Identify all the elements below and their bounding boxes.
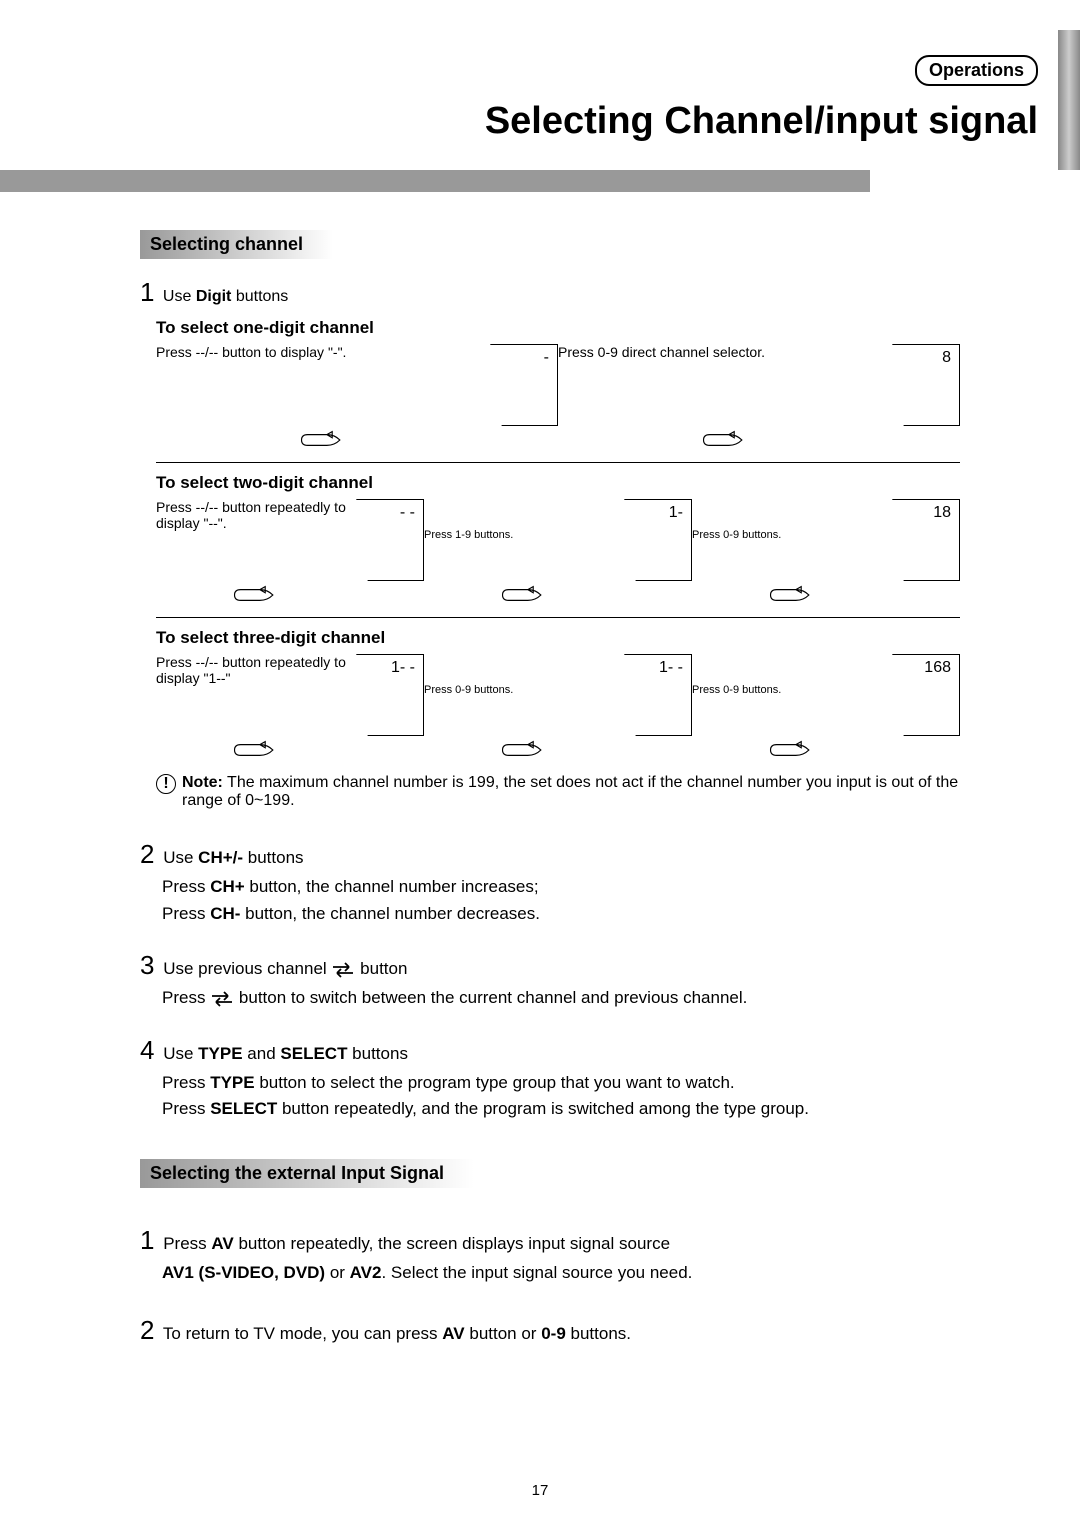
input-step-2: 2 To return to TV mode, you can press AV… <box>140 1310 960 1350</box>
display-box: 18 <box>892 499 960 581</box>
pointing-hand-icon <box>501 583 547 607</box>
display-box: 1- - <box>624 654 692 736</box>
pointing-hand-icon <box>501 738 547 762</box>
step-text: Use Digit buttons <box>163 288 288 305</box>
side-accent-bar <box>1058 30 1080 170</box>
pointing-hand-icon <box>769 738 815 762</box>
step-number: 4 <box>140 1035 154 1065</box>
divider <box>156 617 960 618</box>
one-digit-flow: Press --/-- button to display "-". - Pre… <box>156 344 960 454</box>
swap-icon <box>331 962 355 978</box>
alert-icon: ! <box>156 774 176 794</box>
two-digit-step1-text: Press --/-- button repeatedly to display… <box>156 499 356 531</box>
input-step-1: 1 Press AV button repeatedly, the screen… <box>140 1220 960 1287</box>
display-box: 1- - <box>356 654 424 736</box>
pointing-hand-icon <box>233 583 279 607</box>
step-4: 4 Use TYPE and SELECT buttons Press TYPE… <box>140 1030 960 1123</box>
three-digit-step3-text: Press 0-9 buttons. <box>692 654 892 696</box>
page-title: Selecting Channel/input signal <box>485 100 1038 143</box>
one-digit-step2-text: Press 0-9 direct channel selector. <box>558 344 892 360</box>
display-box: 168 <box>892 654 960 736</box>
display-box: - - <box>356 499 424 581</box>
one-digit-step1-text: Press --/-- button to display "-". <box>156 344 490 360</box>
pointing-hand-icon <box>233 738 279 762</box>
one-digit-label: To select one-digit channel <box>156 318 960 338</box>
note-text: The maximum channel number is 199, the s… <box>182 774 958 809</box>
page-number: 17 <box>0 1482 1080 1499</box>
step-1: 1 Use Digit buttons <box>140 277 960 308</box>
display-box: 8 <box>892 344 960 426</box>
three-digit-step1-text: Press --/-- button repeatedly to display… <box>156 654 356 686</box>
operations-badge: Operations <box>915 55 1038 86</box>
step-3: 3 Use previous channel button Press butt… <box>140 945 960 1012</box>
two-digit-step2-text: Press 1-9 buttons. <box>424 499 624 541</box>
pointing-hand-icon <box>769 583 815 607</box>
step-number: 3 <box>140 950 154 980</box>
section-heading-input: Selecting the external Input Signal <box>140 1159 474 1188</box>
pointing-hand-icon <box>702 428 748 452</box>
step-number: 1 <box>140 1225 154 1255</box>
note-row: ! Note: The maximum channel number is 19… <box>156 774 960 810</box>
pointing-hand-icon <box>300 428 346 452</box>
divider <box>156 462 960 463</box>
section-heading-channel: Selecting channel <box>140 230 333 259</box>
two-digit-flow: Press --/-- button repeatedly to display… <box>156 499 960 609</box>
two-digit-label: To select two-digit channel <box>156 473 960 493</box>
three-digit-label: To select three-digit channel <box>156 628 960 648</box>
step-number: 1 <box>140 277 154 307</box>
swap-icon <box>210 991 234 1007</box>
three-digit-step2-text: Press 0-9 buttons. <box>424 654 624 696</box>
step-number: 2 <box>140 1315 154 1345</box>
two-digit-step3-text: Press 0-9 buttons. <box>692 499 892 541</box>
note-label: Note: <box>182 774 223 791</box>
display-box: 1- <box>624 499 692 581</box>
header-strip <box>0 170 870 192</box>
step-number: 2 <box>140 839 154 869</box>
three-digit-flow: Press --/-- button repeatedly to display… <box>156 654 960 764</box>
display-box: - <box>490 344 558 426</box>
step-2: 2 Use CH+/- buttons Press CH+ button, th… <box>140 834 960 927</box>
content-area: Selecting channel 1 Use Digit buttons To… <box>140 230 960 1369</box>
